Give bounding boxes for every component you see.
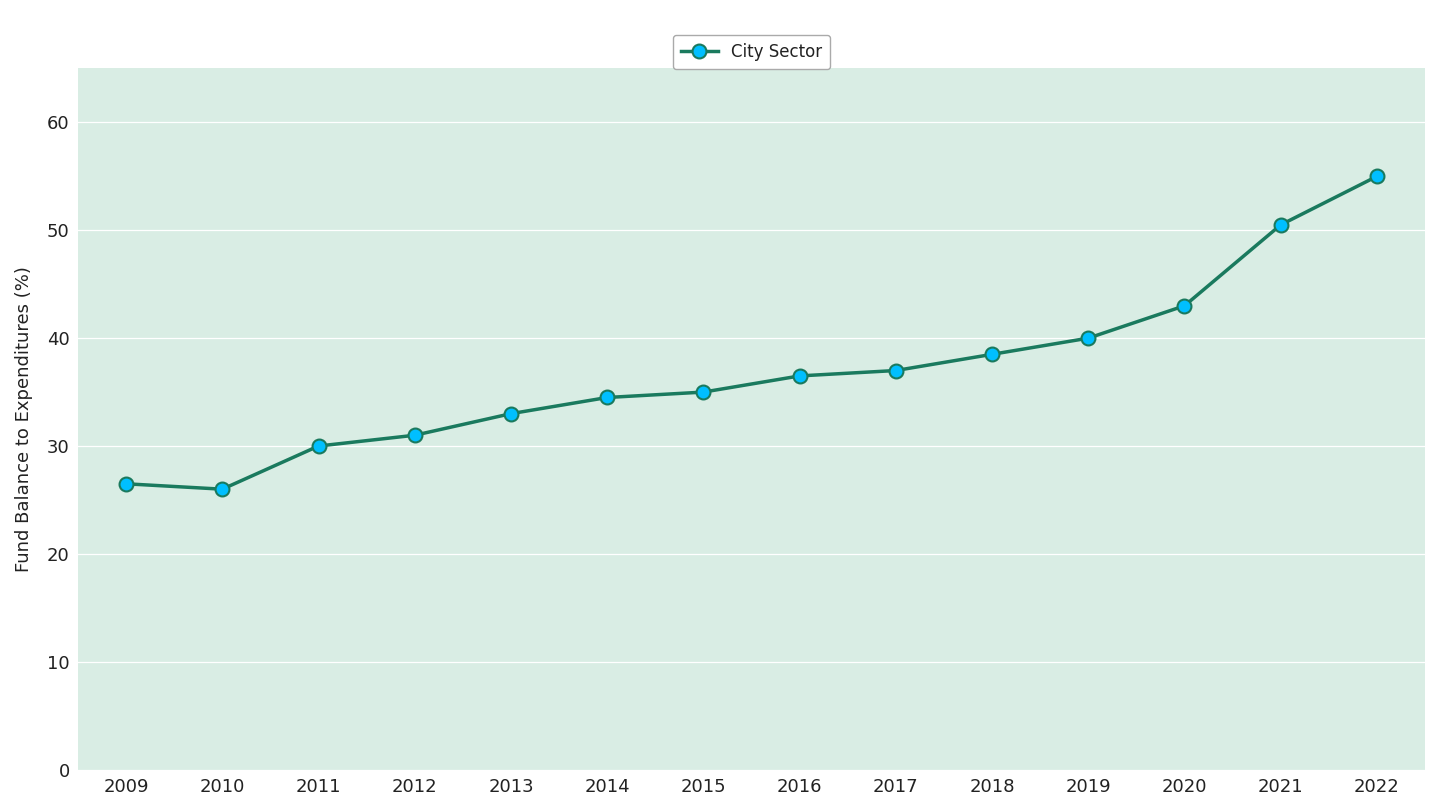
City Sector bbox=[887, 366, 904, 375]
City Sector bbox=[310, 441, 327, 451]
City Sector bbox=[1272, 220, 1289, 230]
City Sector bbox=[1080, 333, 1097, 343]
Y-axis label: Fund Balance to Expenditures (%): Fund Balance to Expenditures (%) bbox=[14, 266, 33, 572]
City Sector bbox=[1368, 171, 1385, 181]
City Sector bbox=[1176, 301, 1194, 311]
City Sector bbox=[694, 387, 711, 397]
Legend: City Sector: City Sector bbox=[672, 35, 831, 70]
City Sector bbox=[791, 371, 808, 381]
City Sector bbox=[406, 431, 423, 440]
City Sector bbox=[599, 393, 616, 402]
Line: City Sector: City Sector bbox=[120, 169, 1384, 496]
City Sector bbox=[118, 479, 135, 489]
City Sector bbox=[984, 350, 1001, 359]
City Sector bbox=[503, 409, 520, 418]
City Sector bbox=[213, 484, 230, 494]
